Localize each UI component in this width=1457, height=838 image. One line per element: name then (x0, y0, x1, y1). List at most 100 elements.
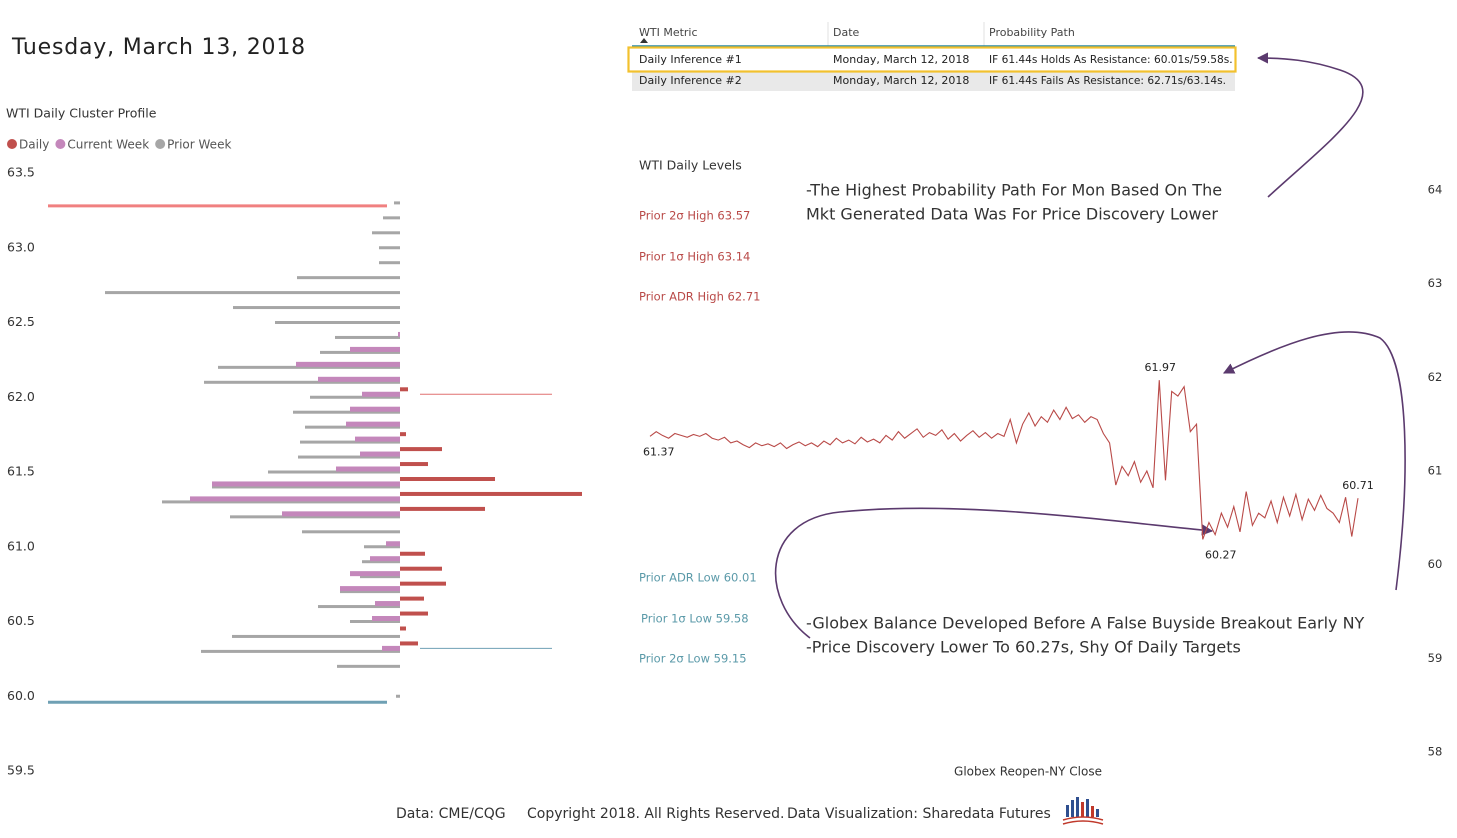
y-tick-label: 59 (1428, 651, 1443, 665)
y-tick-label: 64 (1428, 183, 1443, 197)
profile-bar (350, 406, 400, 412)
profile-bar (400, 551, 425, 556)
profile-bar (190, 496, 400, 502)
profile-bar (302, 530, 400, 534)
profile-bar (396, 694, 400, 698)
column-header: Probability Path (989, 26, 1075, 39)
profile-bar (400, 641, 418, 646)
y-tick-label: 60.0 (7, 688, 35, 703)
profile-bar (372, 616, 400, 621)
profile-bar (218, 365, 400, 369)
profile-bar (394, 201, 400, 205)
profile-bar (310, 395, 400, 399)
chart-title: WTI Daily Levels (639, 158, 742, 173)
profile-bar (340, 590, 400, 594)
legend-swatch (155, 139, 166, 149)
legend: Daily Current Week Prior Week (7, 138, 231, 152)
profile-bar (318, 605, 400, 609)
price-line (649, 380, 1359, 540)
profile-bar (204, 380, 400, 384)
profile-bar (340, 586, 400, 592)
logo (1062, 797, 1104, 825)
y-tick-label: 63.0 (7, 239, 35, 254)
profile-bar (360, 451, 400, 457)
legend-swatch (7, 139, 17, 149)
profile-bar (379, 246, 400, 250)
profile-bar (400, 581, 446, 586)
annotation-arrow (1256, 52, 1364, 198)
profile-bar (400, 447, 442, 452)
profile-bar (350, 620, 400, 623)
annotation-note: -Globex Balance Developed Before A False… (806, 614, 1365, 633)
profile-bar (105, 291, 400, 295)
annotation-note: -The Highest Probability Path For Mon Ba… (806, 181, 1222, 200)
y-tick-label: 63.5 (7, 165, 35, 180)
footer-text: Data Visualization: Sharedata Futures (787, 806, 1051, 822)
profile-bar (282, 511, 400, 517)
legend-label: Prior Week (167, 138, 231, 152)
legend-label: Daily (19, 138, 49, 152)
y-tick-label: 62.0 (7, 389, 35, 404)
profile-bar (400, 462, 428, 467)
level-label: Prior ADR High 62.71 (639, 290, 760, 304)
profile-bar (232, 634, 400, 638)
row-bg (632, 71, 1235, 91)
footer-text: Data: CME/CQG (396, 806, 506, 822)
legend-swatch (55, 139, 66, 149)
profile-bar (364, 545, 400, 549)
profile-bar (337, 664, 400, 668)
legend-label: Current Week (67, 138, 149, 152)
annotation-arrow (1222, 331, 1406, 591)
column-header: Date (833, 26, 860, 39)
profile-bar (293, 410, 400, 414)
y-tick-label: 58 (1428, 745, 1443, 759)
profile-bar (400, 491, 582, 496)
y-tick-label: 61.0 (7, 538, 35, 553)
profile-bar (230, 515, 400, 519)
page-title: Tuesday, March 13, 2018 (11, 35, 306, 60)
level-label: Prior 1σ Low 59.58 (641, 612, 749, 626)
profile-bar (212, 481, 400, 487)
footer-text: Copyright 2018. All Rights Reserved. (527, 806, 784, 822)
table-cell: Monday, March 12, 2018 (833, 53, 969, 66)
annotation-note: -Price Discovery Lower To 60.27s, Shy Of… (806, 638, 1241, 657)
profile-bar (362, 560, 400, 564)
profile-bar (350, 571, 400, 577)
level-label: Prior 2σ High 63.57 (639, 209, 750, 223)
profile-bar (346, 421, 400, 427)
column-header: WTI Metric (639, 26, 698, 39)
y-tick-label: 62 (1428, 370, 1443, 384)
y-tick-label: 63 (1428, 276, 1443, 290)
profile-bar (296, 361, 400, 367)
profile-bar (297, 276, 400, 280)
profile-bar (212, 485, 400, 489)
y-tick-label: 61 (1428, 464, 1443, 478)
profile-bar (383, 216, 400, 220)
profile-bar (320, 350, 400, 354)
profile-bar (398, 331, 400, 337)
y-tick-label: 60 (1428, 557, 1443, 571)
profile-bar (162, 500, 400, 504)
profile-bar (372, 231, 400, 235)
profile-bar (201, 649, 400, 653)
inference-table: WTI Metric Date Probability Path Daily I… (627, 22, 1237, 91)
chart-title: WTI Daily Cluster Profile (6, 106, 157, 121)
profile-bar (318, 376, 400, 382)
table-cell: IF 61.44s Holds As Resistance: 60.01s/59… (989, 54, 1233, 66)
profile-bar (400, 432, 406, 437)
profile-bar (400, 506, 485, 511)
y-tick-label: 59.5 (7, 763, 35, 778)
table-cell: Daily Inference #1 (639, 53, 742, 66)
profile-bar (336, 466, 400, 472)
profile-bar (335, 335, 400, 339)
profile-bar (375, 601, 400, 607)
profile-bar (382, 645, 400, 651)
y-tick-label: 61.5 (7, 464, 35, 479)
profile-bar (400, 596, 424, 601)
y-tick-label: 60.5 (7, 613, 35, 628)
profile-bar (386, 541, 400, 547)
level-label: Prior 1σ High 63.14 (639, 250, 750, 264)
profile-bar (268, 470, 400, 474)
annotation-arrow (774, 507, 1214, 639)
